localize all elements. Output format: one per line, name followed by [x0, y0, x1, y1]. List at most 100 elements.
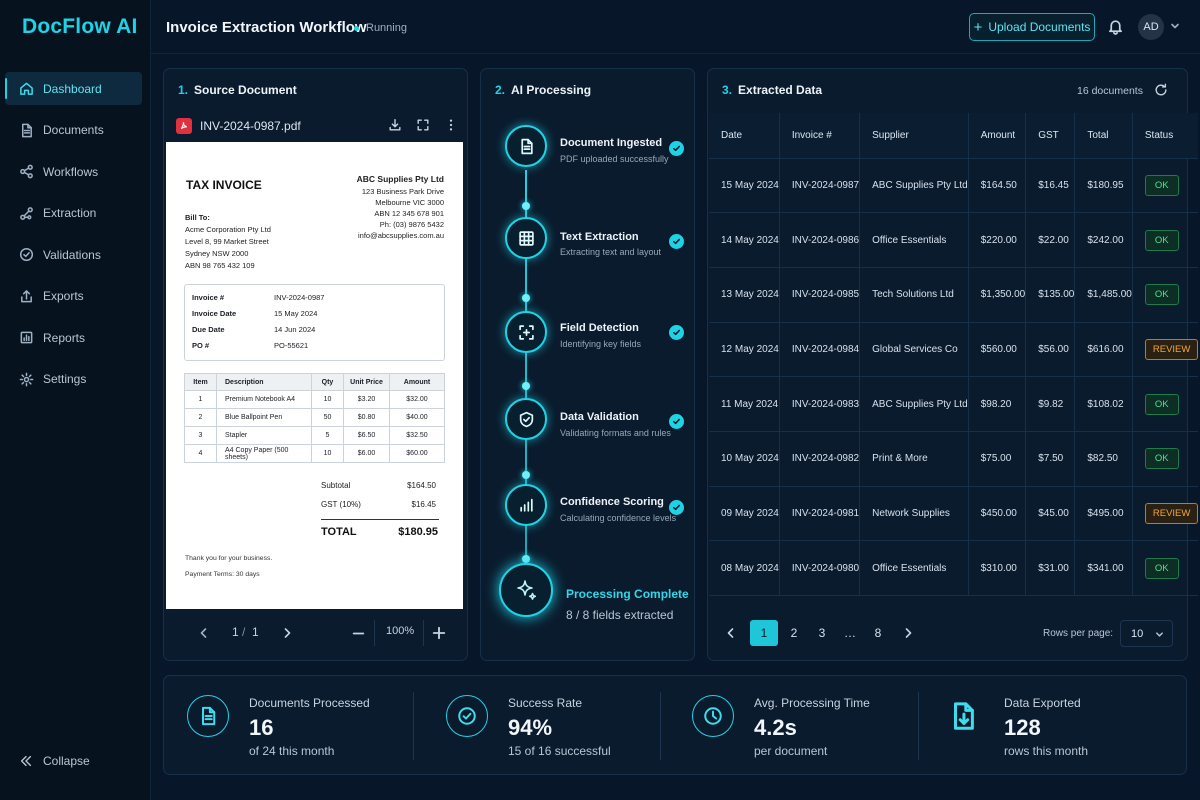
- stat-label: Success Rate: [508, 696, 583, 710]
- items-cell: $32.50: [389, 426, 445, 445]
- table-cell: INV-2024-0985: [779, 267, 861, 323]
- meta-key: Invoice Date: [192, 309, 237, 318]
- meta-row: PO # PO-55621: [192, 341, 444, 357]
- page-button-3[interactable]: 3: [818, 626, 826, 640]
- status-badge: OK: [1144, 557, 1179, 579]
- page-button-2[interactable]: 2: [790, 626, 798, 640]
- sidebar-item-documents[interactable]: Documents: [5, 114, 142, 147]
- table-row[interactable]: 15 May 2024 INV-2024-0987 ABC Supplies Pty…: [709, 158, 1199, 214]
- upload-documents-button[interactable]: + Upload Documents: [969, 13, 1095, 41]
- items-cell: A4 Copy Paper (500 sheets): [216, 444, 312, 463]
- bill-to-heading: Bill To:: [185, 213, 210, 222]
- table-cell: $82.50: [1074, 431, 1133, 487]
- zoom-out-icon[interactable]: [352, 627, 365, 640]
- table-cell: Global Services Co: [859, 322, 969, 378]
- prev-page-icon[interactable]: [198, 627, 210, 639]
- sidebar-item-reports[interactable]: Reports: [5, 321, 142, 354]
- items-cell: Blue Ballpoint Pen: [216, 408, 312, 427]
- column-header-invoice[interactable]: Invoice #: [779, 113, 861, 159]
- table-row[interactable]: 08 May 2024 INV-2024-0980 Office Essential…: [709, 540, 1199, 596]
- fullscreen-icon[interactable]: [416, 118, 430, 132]
- column-header-date[interactable]: Date: [709, 113, 780, 159]
- items-cell: 5: [311, 426, 344, 445]
- total-value: $180.95: [398, 526, 438, 538]
- stat-divider: [413, 692, 414, 760]
- supplier-line: Ph: (03) 9876 5432: [379, 220, 444, 229]
- table-cell: $242.00: [1074, 212, 1133, 268]
- table-cell: $1,350.00: [968, 267, 1027, 323]
- pdf-file-icon: [176, 118, 192, 134]
- status-indicator: Running: [354, 22, 407, 34]
- items-row: 3 Stapler 5 $6.50 $32.50: [184, 426, 445, 445]
- panel-title-text: Extracted Data: [738, 83, 823, 97]
- table-cell: ABC Supplies Pty Ltd: [859, 158, 969, 214]
- table-cell: $45.00: [1025, 486, 1076, 542]
- step-confidence-scoring: [505, 484, 547, 526]
- more-vertical-icon[interactable]: [444, 118, 458, 132]
- table-row[interactable]: 10 May 2024 INV-2024-0982 Print & More $75.…: [709, 431, 1199, 487]
- sidebar-item-settings[interactable]: Settings: [5, 363, 142, 396]
- items-cell: $3.20: [343, 390, 390, 409]
- next-page-icon[interactable]: [281, 627, 293, 639]
- sidebar-item-extraction[interactable]: Extraction: [5, 197, 142, 230]
- refresh-icon[interactable]: [1154, 83, 1168, 97]
- invoice-title: TAX INVOICE: [186, 178, 262, 192]
- supplier-line: info@abcsupplies.com.au: [358, 231, 444, 240]
- bell-icon[interactable]: [1107, 18, 1124, 35]
- table-cell: 15 May 2024: [709, 158, 780, 214]
- items-cell: 10: [311, 444, 344, 463]
- panel-title-text: Source Document: [194, 83, 297, 97]
- table-row[interactable]: 14 May 2024 INV-2024-0986 Office Essential…: [709, 212, 1199, 268]
- stat-subtitle: 15 of 16 successful: [508, 744, 611, 758]
- share-nodes-icon: [20, 164, 33, 179]
- column-header-total[interactable]: Total: [1074, 113, 1133, 159]
- invoice-items-table: Item Description Qty Unit Price Amount 1…: [184, 373, 445, 463]
- zoom-in-icon[interactable]: [432, 626, 446, 640]
- column-header-gst[interactable]: GST: [1025, 113, 1076, 159]
- items-cell: 10: [311, 390, 344, 409]
- zoom-level: 100%: [386, 625, 415, 637]
- table-row[interactable]: 11 May 2024 INV-2024-0983 ABC Supplies Pty…: [709, 376, 1199, 432]
- table-row[interactable]: 13 May 2024 INV-2024-0985 Tech Solutions L…: [709, 267, 1199, 323]
- stat-value: 128: [1004, 715, 1041, 740]
- collapse-button[interactable]: Collapse: [19, 754, 90, 768]
- sidebar-item-exports[interactable]: Exports: [5, 280, 142, 313]
- column-header-status[interactable]: Status: [1132, 113, 1199, 159]
- double-chevron-left-icon: [20, 755, 32, 767]
- invoice-meta-box: Invoice # INV-2024-0987 Invoice Date 15 Ma…: [184, 284, 445, 361]
- items-cell: Premium Notebook A4: [216, 390, 312, 409]
- page-button-1[interactable]: 1: [750, 620, 778, 646]
- page-ellipsis: …: [844, 626, 856, 640]
- column-header-supplier[interactable]: Supplier: [859, 113, 969, 159]
- chevron-down-icon: [1156, 632, 1163, 637]
- sidebar-item-dashboard[interactable]: Dashboard: [5, 72, 142, 105]
- download-icon[interactable]: [388, 118, 402, 132]
- table-cell: $135.00: [1025, 267, 1076, 323]
- sidebar-item-label: Settings: [43, 372, 87, 386]
- items-header-cell: Description: [216, 373, 312, 391]
- table-cell: $98.20: [968, 376, 1027, 432]
- avatar[interactable]: AD: [1138, 14, 1164, 40]
- step-subtitle: Validating formats and rules: [560, 428, 671, 438]
- sidebar-item-label: Extraction: [43, 206, 97, 220]
- table-row[interactable]: 09 May 2024 INV-2024-0981 Network Supplies…: [709, 486, 1199, 542]
- meta-key: Due Date: [192, 325, 225, 334]
- sidebar-item-workflows[interactable]: Workflows: [5, 155, 142, 188]
- chevron-down-icon[interactable]: [1170, 21, 1180, 31]
- table-row[interactable]: 12 May 2024 INV-2024-0984 Global Services …: [709, 322, 1199, 378]
- document-icon: [22, 123, 32, 137]
- meta-value: PO-55621: [274, 341, 309, 350]
- sidebar-item-validations[interactable]: Validations: [5, 238, 142, 271]
- column-header-amount[interactable]: Amount: [968, 113, 1027, 159]
- next-page-icon[interactable]: [902, 627, 914, 639]
- table-cell: Office Essentials: [859, 212, 969, 268]
- table-cell: $164.50: [968, 158, 1027, 214]
- page-title: Invoice Extraction Workflow: [166, 19, 367, 36]
- top-header: Invoice Extraction Workflow Running + Up…: [151, 0, 1200, 54]
- app-logo[interactable]: DocFlow AI: [22, 15, 138, 38]
- table-cell: $310.00: [968, 540, 1027, 596]
- prev-page-icon[interactable]: [725, 627, 737, 639]
- rows-per-page-select[interactable]: 10: [1120, 620, 1173, 647]
- status-cell: REVIEW: [1132, 486, 1199, 542]
- page-button-8[interactable]: 8: [874, 626, 882, 640]
